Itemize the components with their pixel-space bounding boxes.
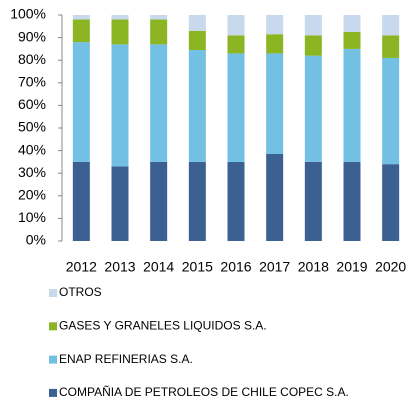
legend-label: GASES Y GRANELES LIQUIDOS S.A. xyxy=(59,318,267,332)
y-tick-label: 80% xyxy=(18,51,46,67)
y-tick-label: 40% xyxy=(18,141,46,157)
legend-label: OTROS xyxy=(59,285,102,299)
legend-label: COMPAÑIA DE PETROLEOS DE CHILE COPEC S.A… xyxy=(59,385,349,399)
bar-segment xyxy=(304,55,322,162)
bar-segment xyxy=(266,34,284,54)
y-tick-label: 0% xyxy=(26,232,46,248)
legend-swatch xyxy=(49,388,57,397)
bar-segment xyxy=(111,19,129,45)
bar-segment xyxy=(72,19,90,43)
x-tick-label: 2017 xyxy=(259,259,290,275)
bar-segment xyxy=(382,164,400,241)
x-tick-label: 2013 xyxy=(104,259,135,275)
bar-segment xyxy=(227,53,245,162)
bar-segment xyxy=(304,161,322,241)
bar-segment xyxy=(227,15,245,36)
bar-segment xyxy=(266,153,284,241)
y-tick-label: 10% xyxy=(18,209,46,225)
x-tick-label: 2020 xyxy=(375,259,406,275)
bar-segment xyxy=(72,161,90,241)
legend-swatch xyxy=(49,355,57,364)
bar-segment xyxy=(188,15,206,31)
x-tick-label: 2016 xyxy=(220,259,251,275)
y-tick-label: 30% xyxy=(18,164,46,180)
bar-segment xyxy=(382,15,400,36)
bar-segment xyxy=(227,35,245,54)
x-tick-label: 2018 xyxy=(298,259,329,275)
bar-segment xyxy=(227,161,245,241)
bar-segment xyxy=(188,161,206,241)
x-tick-label: 2019 xyxy=(336,259,367,275)
bar-segment xyxy=(188,50,206,162)
bar-segment xyxy=(382,57,400,165)
bar-segment xyxy=(72,42,90,162)
bar-segment xyxy=(343,31,361,49)
x-tick-label: 2014 xyxy=(143,259,174,275)
bar-segment xyxy=(382,35,400,58)
legend-swatch xyxy=(49,289,57,297)
bar-segment xyxy=(343,161,361,241)
bar-segment xyxy=(150,44,168,162)
y-tick-label: 70% xyxy=(18,74,46,90)
y-tick-label: 60% xyxy=(18,96,46,112)
bar-segment xyxy=(343,15,361,32)
x-tick-label: 2012 xyxy=(66,259,97,275)
bar-segment xyxy=(188,30,206,51)
y-tick-label: 100% xyxy=(10,6,46,22)
legend-label: ENAP REFINERIAS S.A. xyxy=(59,352,193,366)
bar-segment xyxy=(304,35,322,56)
bar-segment xyxy=(266,15,284,35)
bar-segment xyxy=(266,53,284,154)
bar-segment xyxy=(150,15,168,20)
bar-segment xyxy=(343,48,361,162)
bar-segment xyxy=(111,44,129,167)
bar-segment xyxy=(72,15,90,20)
bar-segment xyxy=(150,161,168,241)
y-tick-label: 90% xyxy=(18,28,46,44)
bar-segment xyxy=(304,15,322,36)
y-tick-label: 20% xyxy=(18,187,46,203)
bar-segment xyxy=(111,15,129,20)
legend-swatch xyxy=(49,322,57,331)
bar-segment xyxy=(150,19,168,45)
bar-segment xyxy=(111,166,129,241)
x-tick-label: 2015 xyxy=(182,259,213,275)
y-tick-label: 50% xyxy=(18,119,46,135)
